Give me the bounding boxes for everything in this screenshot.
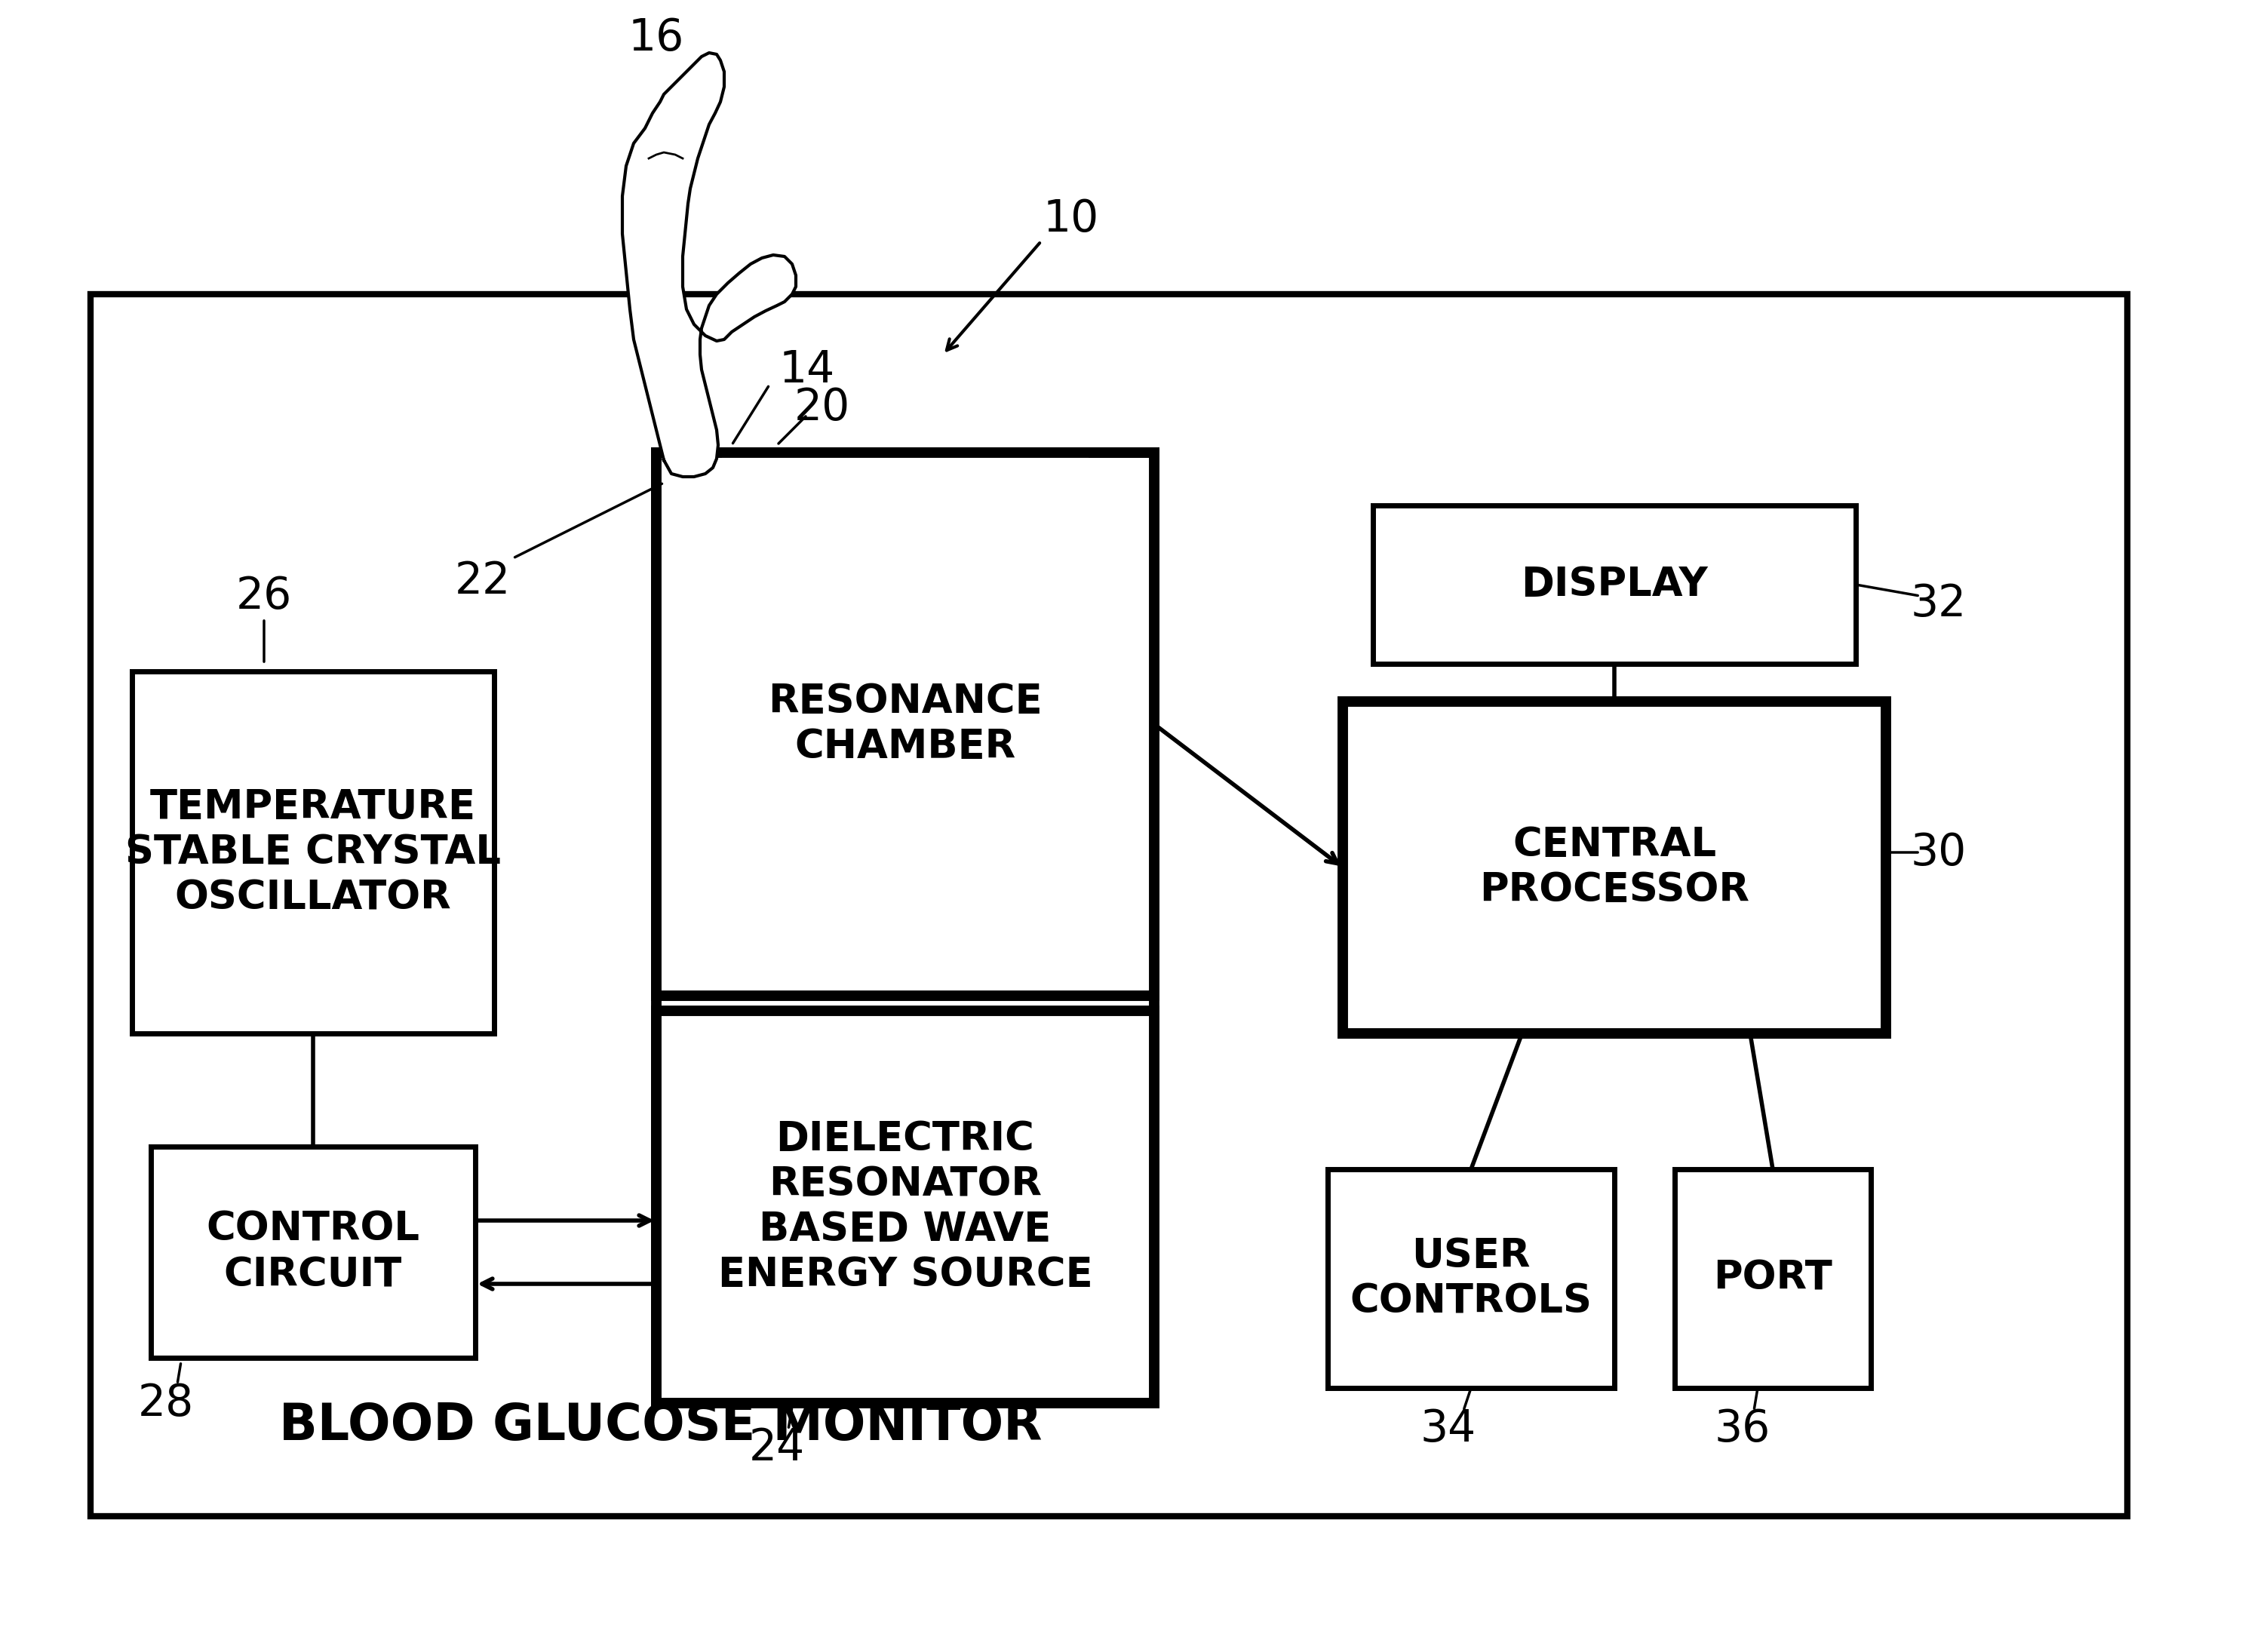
Text: 26: 26: [236, 575, 292, 618]
Bar: [90, 294, 2128, 1517]
Text: PORT: PORT: [1713, 1259, 1832, 1298]
Bar: [1374, 506, 1857, 664]
Bar: [656, 453, 1154, 1403]
Text: CENTRAL
PROCESSOR: CENTRAL PROCESSOR: [1479, 824, 1749, 910]
Text: BLOOD GLUCOSE MONITOR: BLOOD GLUCOSE MONITOR: [278, 1401, 1042, 1450]
Bar: [132, 671, 494, 1034]
Text: 22: 22: [456, 560, 512, 603]
Bar: [1675, 1170, 1870, 1388]
Bar: [1327, 1170, 1614, 1388]
Text: 20: 20: [795, 387, 851, 430]
Text: DISPLAY: DISPLAY: [1520, 565, 1708, 605]
Text: 10: 10: [1044, 197, 1100, 240]
Text: DIELECTRIC
RESONATOR
BASED WAVE
ENERGY SOURCE: DIELECTRIC RESONATOR BASED WAVE ENERGY S…: [718, 1118, 1093, 1295]
Text: TEMPERATURE
STABLE CRYSTAL
OSCILLATOR: TEMPERATURE STABLE CRYSTAL OSCILLATOR: [126, 788, 501, 917]
Bar: [1343, 702, 1886, 1034]
Text: 36: 36: [1715, 1408, 1771, 1450]
Text: USER
CONTROLS: USER CONTROLS: [1349, 1236, 1592, 1322]
Text: 32: 32: [1910, 582, 1967, 624]
Bar: [656, 1011, 1154, 1403]
Text: 14: 14: [779, 349, 835, 392]
Text: CONTROL
CIRCUIT: CONTROL CIRCUIT: [207, 1209, 420, 1295]
Text: 24: 24: [750, 1427, 806, 1470]
Bar: [150, 1146, 476, 1358]
Bar: [656, 453, 1154, 996]
Text: 30: 30: [1910, 831, 1967, 874]
Text: 16: 16: [629, 17, 685, 59]
Text: 34: 34: [1421, 1408, 1477, 1450]
Text: RESONANCE
CHAMBER: RESONANCE CHAMBER: [768, 682, 1042, 767]
Text: 28: 28: [137, 1381, 193, 1424]
Polygon shape: [622, 53, 797, 477]
